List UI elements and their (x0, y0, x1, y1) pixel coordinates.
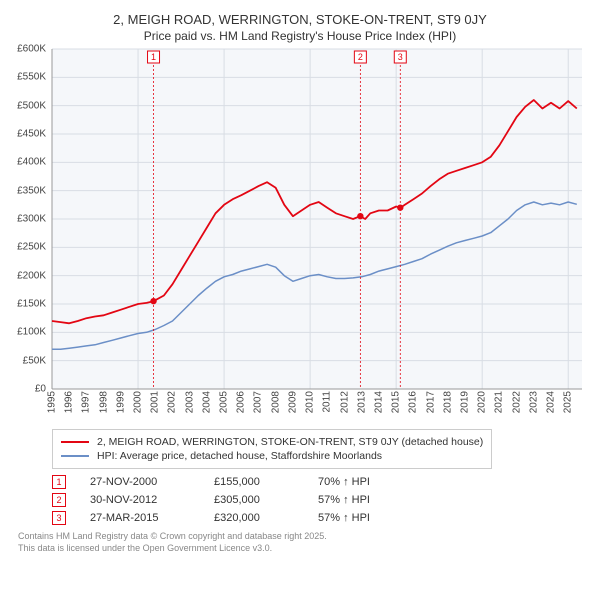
footer-line2: This data is licensed under the Open Gov… (18, 543, 590, 555)
x-tick-label: 2018 (442, 391, 453, 413)
y-tick-label: £350K (17, 185, 46, 196)
legend-row: 2, MEIGH ROAD, WERRINGTON, STOKE-ON-TREN… (61, 436, 483, 448)
x-tick-label: 2006 (236, 391, 247, 413)
x-tick-label: 2010 (305, 391, 316, 413)
y-tick-label: £100K (17, 327, 46, 338)
sale-marker-box: 2 (52, 493, 66, 507)
x-tick-label: 2017 (425, 391, 436, 413)
y-tick-label: £0 (35, 384, 46, 395)
y-tick-label: £150K (17, 299, 46, 310)
x-tick-label: 2005 (219, 391, 230, 413)
chart: £0£50K£100K£150K£200K£250K£300K£350K£400… (52, 49, 582, 389)
x-tick-label: 2003 (184, 391, 195, 413)
legend: 2, MEIGH ROAD, WERRINGTON, STOKE-ON-TREN… (52, 429, 492, 469)
x-tick-label: 1998 (98, 391, 109, 413)
y-tick-label: £50K (23, 355, 46, 366)
x-tick-label: 2021 (494, 391, 505, 413)
y-tick-label: £600K (17, 44, 46, 55)
sale-date: 27-NOV-2000 (90, 476, 190, 488)
x-tick-label: 2022 (511, 391, 522, 413)
y-tick-label: £300K (17, 214, 46, 225)
x-tick-label: 2002 (167, 391, 178, 413)
sale-date: 27-MAR-2015 (90, 512, 190, 524)
x-tick-label: 2015 (391, 391, 402, 413)
x-tick-label: 2008 (270, 391, 281, 413)
x-tick-label: 2004 (201, 391, 212, 413)
x-tick-label: 2001 (150, 391, 161, 413)
x-tick-label: 2020 (477, 391, 488, 413)
sale-price: £320,000 (214, 512, 294, 524)
sale-diff: 57% ↑ HPI (318, 512, 370, 524)
sale-row: 1 27-NOV-2000 £155,000 70% ↑ HPI (52, 475, 590, 489)
sale-marker-box: 1 (52, 475, 66, 489)
title-line2: Price paid vs. HM Land Registry's House … (10, 29, 590, 43)
sales-table: 1 27-NOV-2000 £155,000 70% ↑ HPI 2 30-NOV-201… (52, 475, 590, 525)
svg-text:3: 3 (398, 52, 403, 62)
sale-row: 3 27-MAR-2015 £320,000 57% ↑ HPI (52, 511, 590, 525)
x-tick-label: 2007 (253, 391, 264, 413)
x-tick-label: 2013 (356, 391, 367, 413)
sale-diff: 57% ↑ HPI (318, 494, 370, 506)
y-tick-label: £200K (17, 270, 46, 281)
x-tick-label: 1997 (81, 391, 92, 413)
y-axis-labels: £0£50K£100K£150K£200K£250K£300K£350K£400… (10, 49, 50, 389)
sale-diff: 70% ↑ HPI (318, 476, 370, 488)
sale-row: 2 30-NOV-2012 £305,000 57% ↑ HPI (52, 493, 590, 507)
x-tick-label: 2024 (546, 391, 557, 413)
legend-label: HPI: Average price, detached house, Staf… (97, 450, 382, 462)
x-tick-label: 1996 (64, 391, 75, 413)
x-tick-label: 2014 (373, 391, 384, 413)
legend-swatch (61, 441, 89, 443)
title-line1: 2, MEIGH ROAD, WERRINGTON, STOKE-ON-TREN… (10, 12, 590, 27)
footer-line1: Contains HM Land Registry data © Crown c… (18, 531, 590, 543)
sale-marker-box: 3 (52, 511, 66, 525)
x-axis-labels: 1995199619971998199920002001200220032004… (52, 389, 582, 423)
x-tick-label: 2011 (322, 391, 333, 413)
sale-date: 30-NOV-2012 (90, 494, 190, 506)
chart-plot: 1 2 3 (52, 49, 582, 389)
x-tick-label: 2012 (339, 391, 350, 413)
x-tick-label: 1995 (47, 391, 58, 413)
x-tick-label: 2016 (408, 391, 419, 413)
x-tick-label: 2025 (563, 391, 574, 413)
x-tick-label: 1999 (115, 391, 126, 413)
y-tick-label: £250K (17, 242, 46, 253)
x-tick-label: 2023 (528, 391, 539, 413)
x-tick-label: 2009 (287, 391, 298, 413)
y-tick-label: £400K (17, 157, 46, 168)
y-tick-label: £550K (17, 72, 46, 83)
legend-row: HPI: Average price, detached house, Staf… (61, 450, 483, 462)
footer: Contains HM Land Registry data © Crown c… (18, 531, 590, 554)
legend-swatch (61, 455, 89, 457)
y-tick-label: £450K (17, 129, 46, 140)
sale-price: £155,000 (214, 476, 294, 488)
sale-price: £305,000 (214, 494, 294, 506)
svg-text:2: 2 (358, 52, 363, 62)
svg-text:1: 1 (151, 52, 156, 62)
x-tick-label: 2019 (459, 391, 470, 413)
legend-label: 2, MEIGH ROAD, WERRINGTON, STOKE-ON-TREN… (97, 436, 483, 448)
y-tick-label: £500K (17, 100, 46, 111)
x-tick-label: 2000 (133, 391, 144, 413)
